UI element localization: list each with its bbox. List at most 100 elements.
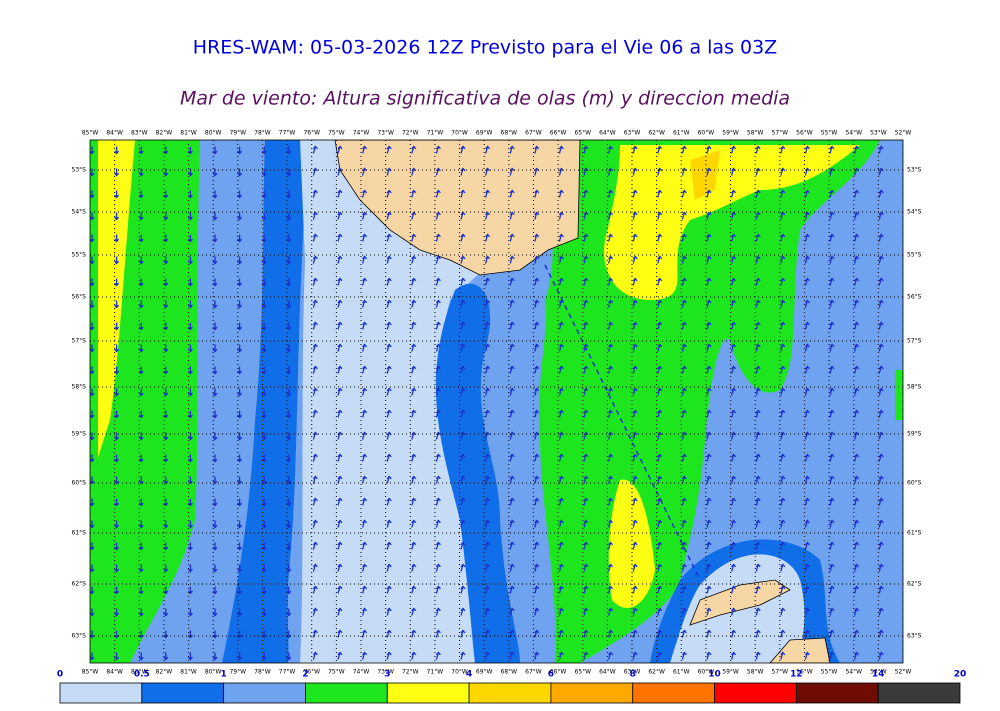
wave-arrow [484, 233, 491, 242]
wave-arrow [853, 409, 860, 418]
lon-label: 72°W [402, 669, 419, 676]
lon-label: 77°W [279, 669, 296, 676]
lon-label: 77°W [279, 130, 296, 137]
wave-arrow [583, 167, 589, 176]
wave-arrow [804, 343, 810, 352]
wave-arrow [286, 652, 292, 661]
wave-arrow [286, 410, 292, 419]
wave-arrow [212, 454, 218, 463]
wave-arrow [361, 607, 368, 616]
wave-arrow [460, 497, 466, 506]
lon-label: 78°W [254, 130, 271, 137]
wave-arrow [829, 475, 835, 484]
wave-arrow [138, 410, 144, 419]
wave-arrow [853, 387, 860, 396]
wave-arrow [509, 189, 515, 198]
wave-arrow [90, 564, 95, 573]
wave-arrow [212, 542, 218, 551]
wave-arrow [780, 299, 786, 308]
wave-arrow [657, 233, 663, 242]
wave-arrow [163, 520, 169, 529]
wave-arrow [583, 497, 589, 506]
wave-arrow [361, 343, 368, 352]
wave-arrow [361, 299, 368, 308]
wave-arrow [435, 651, 441, 660]
wave-arrow [632, 563, 638, 572]
wave-arrow [657, 607, 663, 616]
wave-arrow [337, 519, 343, 528]
wave-arrow [484, 607, 491, 616]
wave-arrow [804, 387, 810, 396]
wave-arrow [780, 475, 786, 484]
wave-arrow [138, 476, 144, 485]
wave-arrow [163, 190, 169, 199]
wave-arrow [411, 211, 417, 220]
wave-arrow [583, 475, 589, 484]
wave-arrow [212, 410, 218, 419]
wave-arrow [435, 607, 441, 616]
wave-arrow [411, 497, 417, 506]
wave-arrow [237, 212, 243, 221]
wave-arrow [706, 387, 712, 396]
wave-arrow [460, 409, 466, 418]
wave-arrow [632, 607, 638, 616]
wave-arrow [558, 651, 564, 660]
wave-arrow [460, 365, 466, 374]
colorbar-swatch [795, 682, 879, 704]
wave-arrow [484, 563, 491, 572]
wave-arrow [730, 453, 737, 462]
wave-arrow [632, 321, 638, 330]
wave-arrow [187, 146, 193, 155]
wave-arrow [804, 299, 810, 308]
wave-arrow [386, 189, 392, 198]
wave-arrow [386, 233, 392, 242]
wave-arrow [780, 607, 786, 616]
wave-arrow [435, 409, 441, 418]
wave-arrow [237, 278, 243, 287]
wave-arrow [853, 607, 860, 616]
wave-arrow [853, 475, 860, 484]
wave-arrow [534, 277, 540, 286]
wave-arrow [312, 585, 318, 594]
wave-arrow [583, 233, 589, 242]
wave-arrow [114, 300, 120, 309]
wave-arrow [755, 497, 761, 506]
wave-arrow [632, 409, 638, 418]
wave-arrow [261, 212, 267, 221]
lon-label: 63°W [624, 669, 641, 676]
wave-arrow [706, 365, 712, 374]
wave-arrow [361, 541, 368, 550]
wave-arrow [829, 541, 835, 550]
wave-arrow [558, 629, 564, 638]
wave-arrow [558, 519, 564, 528]
wave-arrow [804, 541, 810, 550]
wave-arrow [829, 607, 835, 616]
wave-arrow [878, 453, 884, 462]
wave-arrow [286, 256, 292, 265]
lon-label: 82°W [156, 130, 173, 137]
map-frame [89, 139, 904, 664]
wave-arrow [286, 520, 292, 529]
wave-arrow [361, 189, 368, 198]
wave-arrow [558, 497, 564, 506]
wave-arrow [853, 211, 860, 220]
wave-arrow [632, 277, 638, 286]
wave-arrow [829, 519, 835, 528]
wave-arrow [755, 651, 761, 660]
wave-arrow [114, 146, 120, 155]
wave-arrow [607, 651, 614, 660]
wave-arrow [261, 520, 267, 529]
wave-arrow [163, 608, 169, 617]
wave-arrow [730, 629, 737, 638]
lon-label: 61°W [673, 669, 690, 676]
wave-arrow [386, 343, 392, 352]
wave-arrow [632, 497, 638, 506]
wave-arrow [212, 344, 218, 353]
wave-arrow [632, 343, 638, 352]
lon-label: 69°W [476, 669, 493, 676]
wave-arrow [583, 431, 589, 440]
wave-arrow [878, 189, 884, 198]
zone-yellow [608, 479, 655, 609]
wave-arrow [460, 387, 466, 396]
wave-arrow [509, 607, 515, 616]
